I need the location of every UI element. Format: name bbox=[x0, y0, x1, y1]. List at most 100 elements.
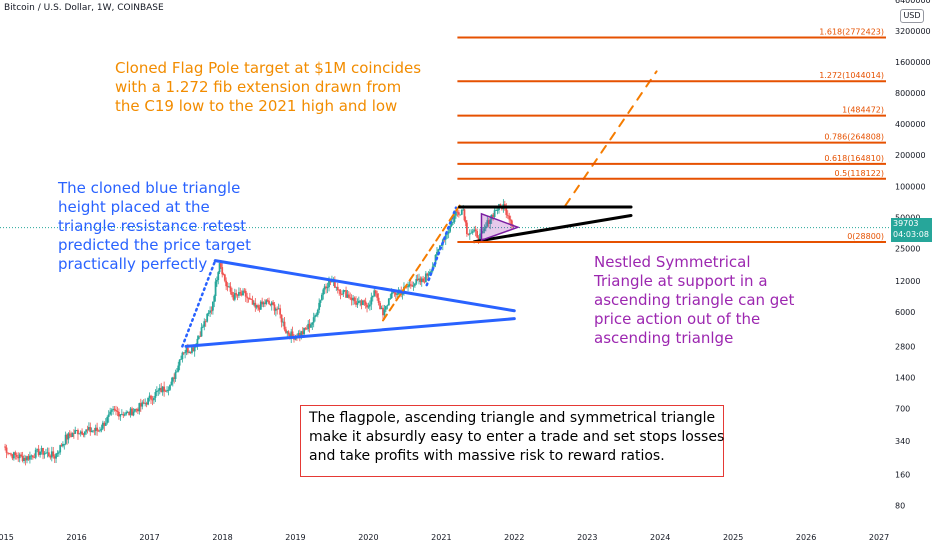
candle-body bbox=[186, 347, 189, 353]
candle-body bbox=[193, 345, 196, 352]
candle-body bbox=[474, 229, 477, 232]
candle-body bbox=[177, 365, 180, 372]
candle-body bbox=[366, 304, 368, 308]
candle-body bbox=[109, 411, 112, 415]
candle-body bbox=[310, 324, 312, 328]
fib-level-label: 0(28800) bbox=[847, 232, 884, 241]
candle-body bbox=[248, 297, 251, 300]
x-tick-label: 2020 bbox=[358, 533, 378, 542]
fib-extension: 1.618(2772423) 1.272(1044014) 1(484472) 0.7… bbox=[457, 27, 886, 243]
candle-body bbox=[336, 286, 339, 290]
candle-body bbox=[131, 408, 133, 416]
annotation-blue-triangle: The cloned blue triangle height placed a… bbox=[58, 179, 252, 273]
candle-body bbox=[274, 308, 277, 311]
x-tick-label: 2023 bbox=[577, 533, 597, 542]
x-tick-label: 2017 bbox=[139, 533, 159, 542]
candle-body bbox=[226, 286, 229, 288]
candle-body bbox=[347, 294, 350, 298]
candle-body bbox=[85, 429, 88, 432]
candle-body bbox=[157, 390, 160, 392]
candle-body bbox=[459, 214, 462, 216]
candle-body bbox=[148, 395, 151, 398]
last-price-badge: 39703 04:03:08 bbox=[891, 218, 932, 242]
candle-body bbox=[257, 305, 259, 308]
candle-body bbox=[72, 433, 75, 434]
y-tick-label: 50000 bbox=[895, 213, 920, 222]
candle-body bbox=[471, 231, 474, 233]
candle-body bbox=[238, 292, 240, 296]
bar-countdown: 04:03:08 bbox=[893, 230, 929, 239]
candle-body bbox=[167, 389, 170, 391]
candle-body bbox=[96, 427, 99, 431]
candle-body bbox=[204, 321, 207, 323]
candle-body bbox=[236, 294, 239, 296]
candle-body bbox=[5, 447, 8, 453]
candle-body bbox=[463, 209, 466, 221]
candle-body bbox=[329, 280, 332, 283]
candle-body bbox=[196, 338, 199, 345]
candle-body bbox=[468, 233, 471, 235]
candle-body bbox=[17, 456, 20, 459]
candle-body bbox=[219, 263, 222, 268]
candle-body bbox=[338, 289, 341, 291]
candle-body bbox=[213, 296, 216, 302]
candle-body bbox=[268, 300, 270, 304]
candle-body bbox=[326, 287, 329, 289]
candle-body bbox=[158, 387, 161, 391]
candle-body bbox=[239, 292, 242, 294]
candle-body bbox=[33, 457, 36, 459]
currency-button[interactable]: USD bbox=[900, 9, 924, 23]
candle-body bbox=[394, 292, 397, 295]
candle-body bbox=[386, 305, 389, 307]
candle-body bbox=[364, 301, 367, 305]
candle-body bbox=[328, 280, 330, 288]
candle-body bbox=[424, 273, 427, 283]
fib-level-label: 1.272(1044014) bbox=[819, 71, 884, 80]
candle-body bbox=[221, 267, 224, 275]
candle-body bbox=[138, 403, 141, 412]
candle-body bbox=[125, 412, 128, 415]
candle-body bbox=[110, 410, 113, 412]
x-tick-label: 2024 bbox=[650, 533, 670, 542]
candle-body bbox=[46, 452, 49, 454]
candle-body bbox=[86, 429, 89, 431]
candle-body bbox=[199, 336, 202, 338]
candle-body bbox=[246, 296, 249, 298]
candle-body bbox=[409, 284, 412, 286]
candle-body bbox=[373, 290, 376, 296]
candle-body bbox=[139, 403, 142, 407]
candle-body bbox=[229, 286, 232, 292]
candle-body bbox=[269, 303, 272, 306]
candle-body bbox=[489, 219, 492, 224]
candle-body bbox=[367, 306, 370, 308]
candle-body bbox=[389, 298, 392, 299]
candle-body bbox=[353, 297, 356, 302]
candle-body bbox=[319, 300, 322, 303]
candle-body bbox=[460, 210, 463, 215]
candle-body bbox=[207, 312, 210, 314]
candle-body bbox=[470, 232, 473, 234]
candle-body bbox=[411, 285, 414, 287]
candle-body bbox=[423, 281, 426, 283]
y-tick-label: 1600000 bbox=[895, 58, 931, 67]
y-tick-label: 340 bbox=[895, 437, 910, 446]
candle-body bbox=[218, 263, 221, 273]
candle-body bbox=[94, 427, 97, 431]
candle-body bbox=[368, 304, 371, 307]
candle-body bbox=[189, 352, 192, 353]
candle-body bbox=[7, 452, 9, 454]
candle-body bbox=[145, 403, 148, 405]
candle-body bbox=[429, 271, 431, 275]
candle-body bbox=[457, 212, 460, 215]
candle-body bbox=[24, 457, 27, 461]
candle-body bbox=[184, 352, 187, 354]
candle-body bbox=[232, 294, 235, 300]
candle-body bbox=[318, 302, 321, 310]
y-tick-label: 700 bbox=[895, 404, 910, 413]
candle-body bbox=[426, 273, 429, 276]
y-tick-label: 1400 bbox=[895, 373, 915, 382]
candle-body bbox=[289, 334, 291, 338]
candle-body bbox=[89, 427, 92, 433]
candle-body bbox=[262, 302, 265, 305]
